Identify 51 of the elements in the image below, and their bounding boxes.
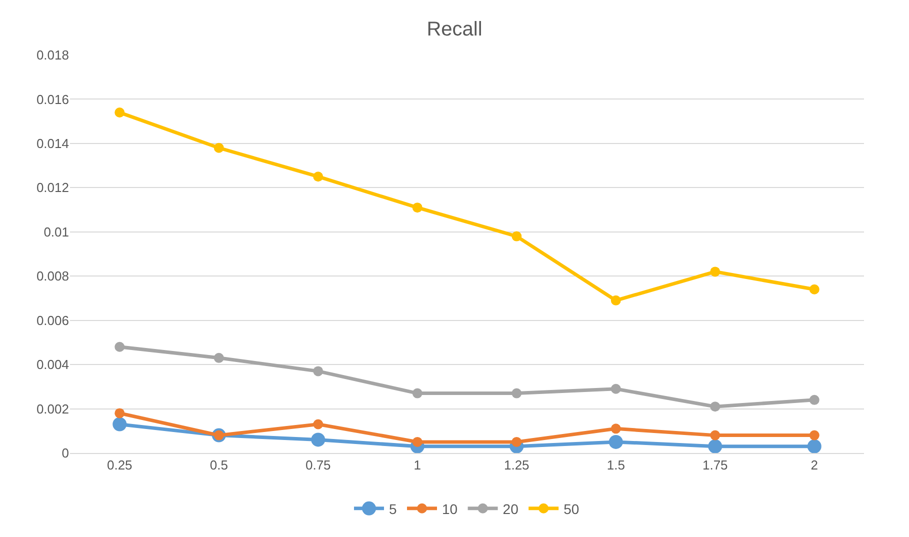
- point: [610, 384, 621, 394]
- legend-label: 10: [442, 500, 458, 517]
- point: [114, 342, 125, 352]
- point: [710, 402, 720, 412]
- point: [809, 394, 820, 405]
- point: [608, 434, 623, 449]
- point: [512, 436, 522, 447]
- point: [809, 430, 820, 440]
- x-tick-label: 1.5: [606, 458, 625, 473]
- legend-label: 5: [389, 500, 397, 517]
- y-tick-label: 0.008: [36, 268, 69, 284]
- point: [512, 388, 522, 398]
- y-tick-label: 0.01: [44, 224, 69, 240]
- point: [214, 142, 224, 153]
- chart-title: Recall: [426, 18, 482, 40]
- point: [610, 424, 621, 434]
- y-tick-label: 0: [62, 446, 69, 461]
- x-tick-label: 1.25: [504, 458, 530, 473]
- point: [512, 231, 522, 242]
- x-tick-label: 2: [810, 458, 818, 473]
- point: [708, 439, 722, 453]
- x-tick-label: 1.75: [702, 458, 728, 473]
- point: [412, 388, 422, 398]
- point: [807, 439, 822, 453]
- point: [809, 284, 820, 294]
- x-tick-label: 0.75: [305, 458, 331, 473]
- legend-label: 50: [564, 500, 580, 517]
- point: [313, 366, 324, 376]
- point: [610, 295, 621, 306]
- x-tick-label: 0.5: [210, 458, 228, 473]
- point: [313, 419, 324, 430]
- y-tick-label: 0.002: [36, 401, 69, 416]
- y-tick-label: 0.012: [36, 180, 69, 196]
- y-tick-label: 0.014: [36, 136, 69, 151]
- point: [114, 107, 125, 118]
- point: [214, 352, 224, 363]
- point: [412, 202, 422, 213]
- y-tick-label: 0.006: [36, 312, 69, 328]
- point: [710, 266, 720, 277]
- x-tick-label: 1: [414, 458, 421, 473]
- point: [311, 432, 326, 447]
- y-tick-label: 0.004: [36, 357, 69, 372]
- point: [313, 172, 324, 182]
- x-tick-label: 0.25: [106, 458, 132, 473]
- y-tick-label: 0.016: [36, 92, 69, 107]
- y-tick-label: 0.018: [36, 48, 69, 63]
- point: [112, 417, 127, 432]
- point: [710, 430, 720, 440]
- point: [412, 436, 422, 447]
- point: [114, 408, 125, 418]
- legend-label: 20: [502, 500, 519, 517]
